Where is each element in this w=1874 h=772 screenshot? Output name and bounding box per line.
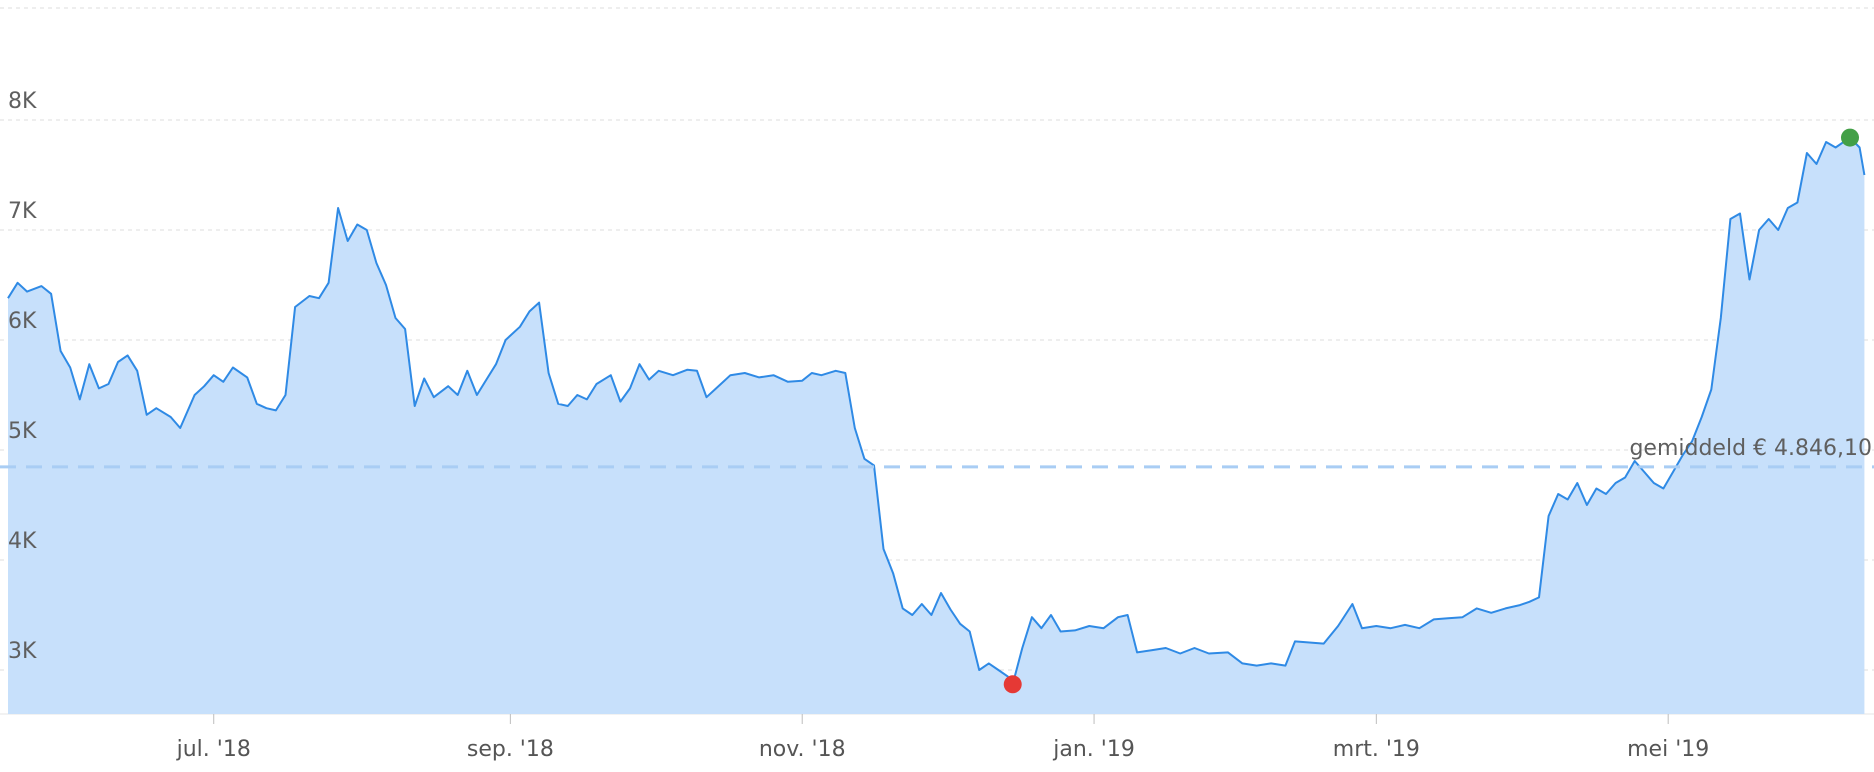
x-tick-label: sep. '18 (467, 737, 554, 762)
x-tick-label: jul. '18 (176, 737, 251, 762)
price-line (7, 136, 1866, 686)
x-tick-label: mrt. '19 (1333, 737, 1420, 762)
x-tick-label: jan. '19 (1052, 737, 1135, 762)
y-tick-label: 4K (8, 529, 37, 554)
price-area-fill (8, 137, 1865, 715)
average-label: gemiddeld € 4.846,10 (1629, 436, 1872, 461)
y-tick-label: 6K (8, 309, 37, 334)
x-axis-ticks: jul. '18 sep. '18 nov. '18 jan. '19 mrt. '19… (176, 714, 1709, 762)
max-price-marker[interactable] (1841, 128, 1859, 147)
y-tick-label: 7K (8, 199, 37, 224)
x-tick-label: mei '19 (1627, 737, 1709, 762)
y-tick-label: 8K (8, 89, 37, 114)
y-tick-label: 3K (8, 639, 37, 664)
y-tick-label: 5K (8, 419, 37, 444)
y-axis-ticks: 3K 4K 5K 6K 7K 8K (8, 89, 37, 664)
x-tick-label: nov. '18 (759, 737, 846, 762)
min-price-marker[interactable] (1003, 675, 1022, 694)
